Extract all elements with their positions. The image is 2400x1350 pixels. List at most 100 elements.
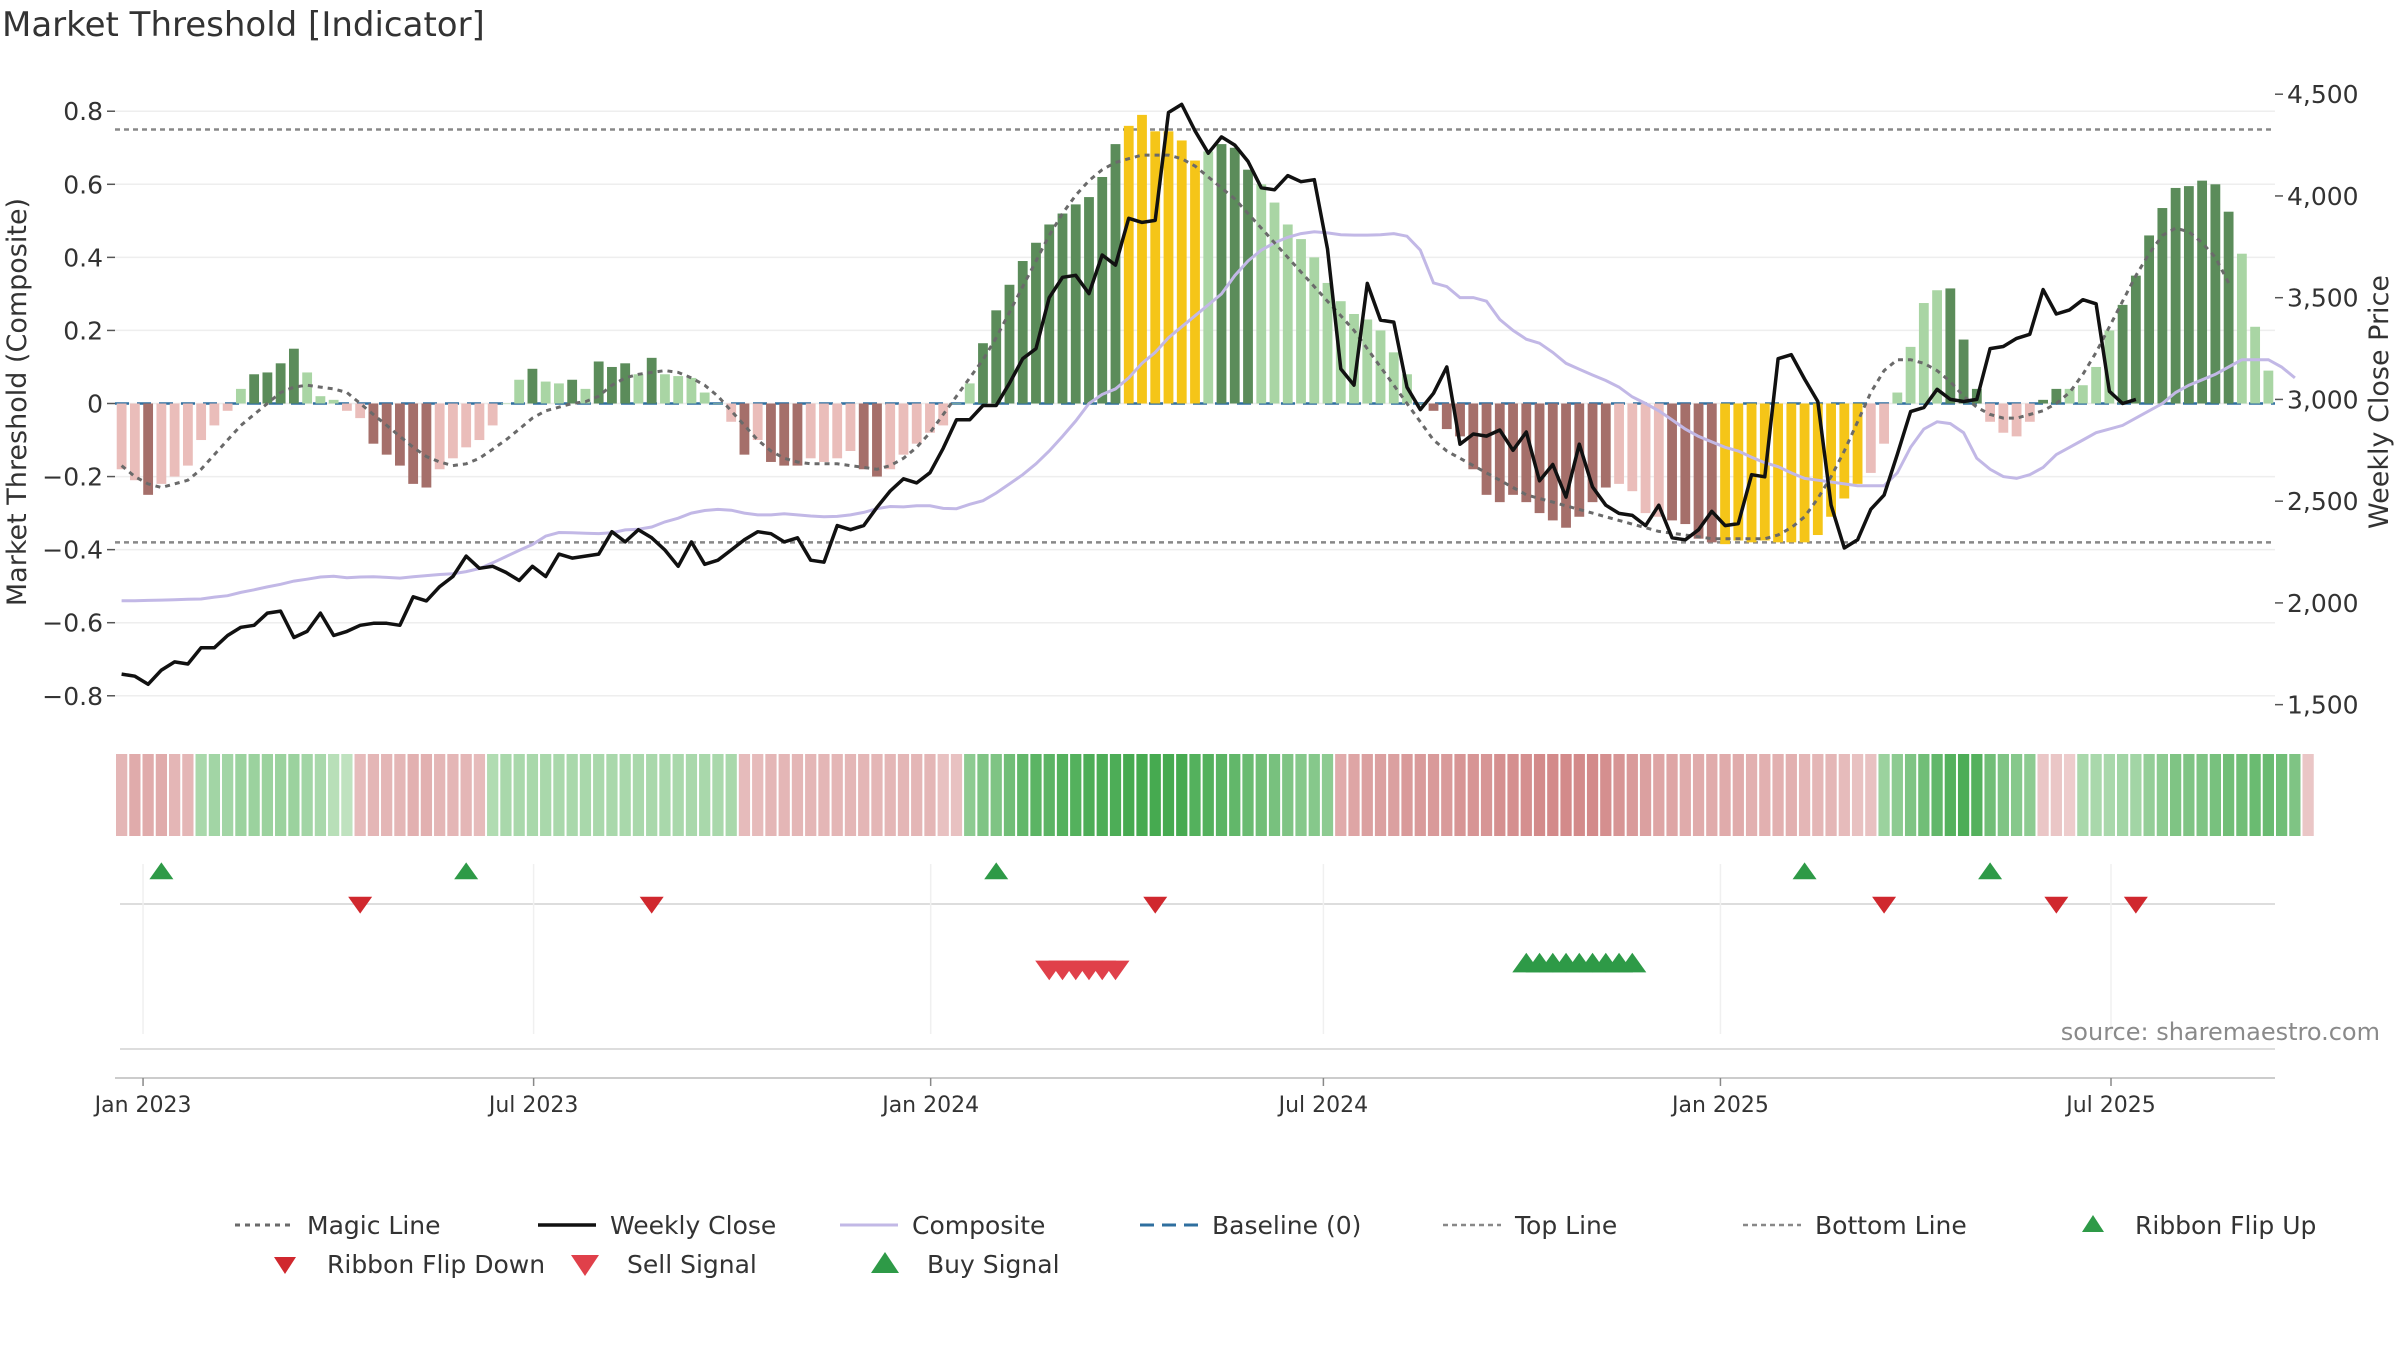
composite-bar xyxy=(1031,242,1041,404)
legend-swatch xyxy=(274,1257,296,1274)
ribbon-cell xyxy=(1321,754,1334,836)
composite-bar xyxy=(2157,208,2168,404)
ribbon-cell xyxy=(487,754,499,836)
ribbon-flip-up-marker xyxy=(984,862,1009,880)
legend-item-bottom: Bottom Line xyxy=(1743,1211,1967,1240)
ribbon-cell xyxy=(1600,754,1612,836)
ribbon-cell xyxy=(288,754,300,836)
ribbon-cell xyxy=(1533,754,1546,836)
ribbon-cell xyxy=(1719,754,1731,836)
y-tick-label-left: 0.4 xyxy=(63,243,103,272)
ribbon-cell xyxy=(2037,754,2049,836)
x-tick-label: Jan 2023 xyxy=(93,1093,192,1118)
ribbon-cell xyxy=(2077,754,2089,836)
composite-bar xyxy=(991,310,1002,404)
composite-bar xyxy=(1733,403,1744,541)
composite-bar xyxy=(1335,301,1346,404)
composite-bar xyxy=(1349,313,1359,404)
composite-bar xyxy=(832,403,843,459)
y-tick-label-left: −0.4 xyxy=(42,536,103,565)
ribbon-cell xyxy=(2196,754,2208,836)
ribbon-cell xyxy=(791,754,804,836)
composite-bar xyxy=(1481,403,1492,495)
composite-bar xyxy=(1163,131,1174,404)
ribbon-cell xyxy=(1030,754,1042,836)
legend-item-composite: Composite xyxy=(840,1211,1045,1240)
composite-bar xyxy=(1945,288,1956,404)
ribbon-cell xyxy=(1666,754,1678,836)
ribbon-cell xyxy=(1639,754,1652,836)
ribbon-cell xyxy=(1878,754,1890,836)
x-tick-label: Jan 2025 xyxy=(1670,1093,1769,1118)
ribbon-cell xyxy=(1586,754,1599,836)
ribbon-cell xyxy=(1136,754,1148,836)
ribbon-cell xyxy=(2024,754,2036,836)
composite-bar xyxy=(1706,403,1717,543)
ribbon-cell xyxy=(1229,754,1241,836)
composite-bar xyxy=(1468,403,1479,470)
composite-bar xyxy=(1547,403,1558,521)
ribbon-cell xyxy=(1215,754,1228,836)
ribbon-cell xyxy=(129,754,141,836)
ribbon-cell xyxy=(1812,754,1824,836)
ribbon-cell xyxy=(1918,754,1930,836)
ribbon-cell xyxy=(937,754,949,836)
composite-bar xyxy=(1057,213,1068,404)
composite-bar xyxy=(1826,403,1836,517)
legend-label: Bottom Line xyxy=(1815,1211,1967,1240)
signal-rows xyxy=(120,862,2275,1050)
ribbon-strip xyxy=(116,754,2314,836)
composite-bar xyxy=(1415,403,1426,405)
ribbon-cell xyxy=(1785,754,1797,836)
composite-bar xyxy=(368,403,379,444)
ribbon-cell xyxy=(1003,754,1016,836)
ribbon-cell xyxy=(2222,754,2235,836)
ribbon-cell xyxy=(1202,754,1214,836)
ribbon-cell xyxy=(1825,754,1837,836)
composite-bar xyxy=(1097,176,1108,404)
ribbon-cell xyxy=(1626,754,1638,836)
ribbon-cell xyxy=(2103,754,2115,836)
composite-bar xyxy=(235,388,246,404)
ribbon-cell xyxy=(2130,754,2142,836)
composite-bar xyxy=(1680,403,1691,525)
legend-swatch xyxy=(571,1255,599,1276)
composite-bar xyxy=(1004,284,1015,404)
ribbon-cell xyxy=(394,754,406,836)
y-tick-label-right: 1,500 xyxy=(2287,691,2359,720)
composite-bar xyxy=(1322,282,1333,404)
legend-label: Magic Line xyxy=(307,1211,441,1240)
legend-label: Composite xyxy=(912,1211,1045,1240)
composite-bar xyxy=(699,392,710,404)
ribbon-cell xyxy=(1162,754,1175,836)
composite-bar xyxy=(858,403,869,470)
ribbon-cell xyxy=(1891,754,1903,836)
composite-bar xyxy=(1455,403,1465,437)
composite-bar xyxy=(1667,403,1677,521)
composite-bar xyxy=(129,403,140,481)
ribbon-cell xyxy=(142,754,154,836)
ribbon-cell xyxy=(1374,754,1387,836)
composite-bar xyxy=(2091,366,2102,404)
composite-bar xyxy=(2038,399,2049,404)
ribbon-flip-down-marker xyxy=(2044,896,2069,914)
composite-bar xyxy=(1375,330,1386,404)
ribbon-flip-up-marker xyxy=(454,862,479,880)
composite-bar xyxy=(1362,319,1373,404)
composite-bar xyxy=(2011,403,2022,437)
ribbon-cell xyxy=(1017,754,1029,836)
ribbon-cell xyxy=(1268,754,1281,836)
composite-bar xyxy=(1296,239,1306,404)
ribbon-cell xyxy=(354,754,366,836)
ribbon-cell xyxy=(1149,754,1161,836)
composite-bar xyxy=(315,396,326,404)
ribbon-cell xyxy=(1255,754,1267,836)
ribbon-cell xyxy=(2116,754,2129,836)
legend-label: Weekly Close xyxy=(610,1211,776,1240)
ribbon-cell xyxy=(897,754,910,836)
ribbon-cell xyxy=(672,754,684,836)
ribbon-cell xyxy=(924,754,936,836)
ribbon-cell xyxy=(884,754,896,836)
composite-bar xyxy=(2183,186,2194,404)
ribbon-cell xyxy=(381,754,393,836)
